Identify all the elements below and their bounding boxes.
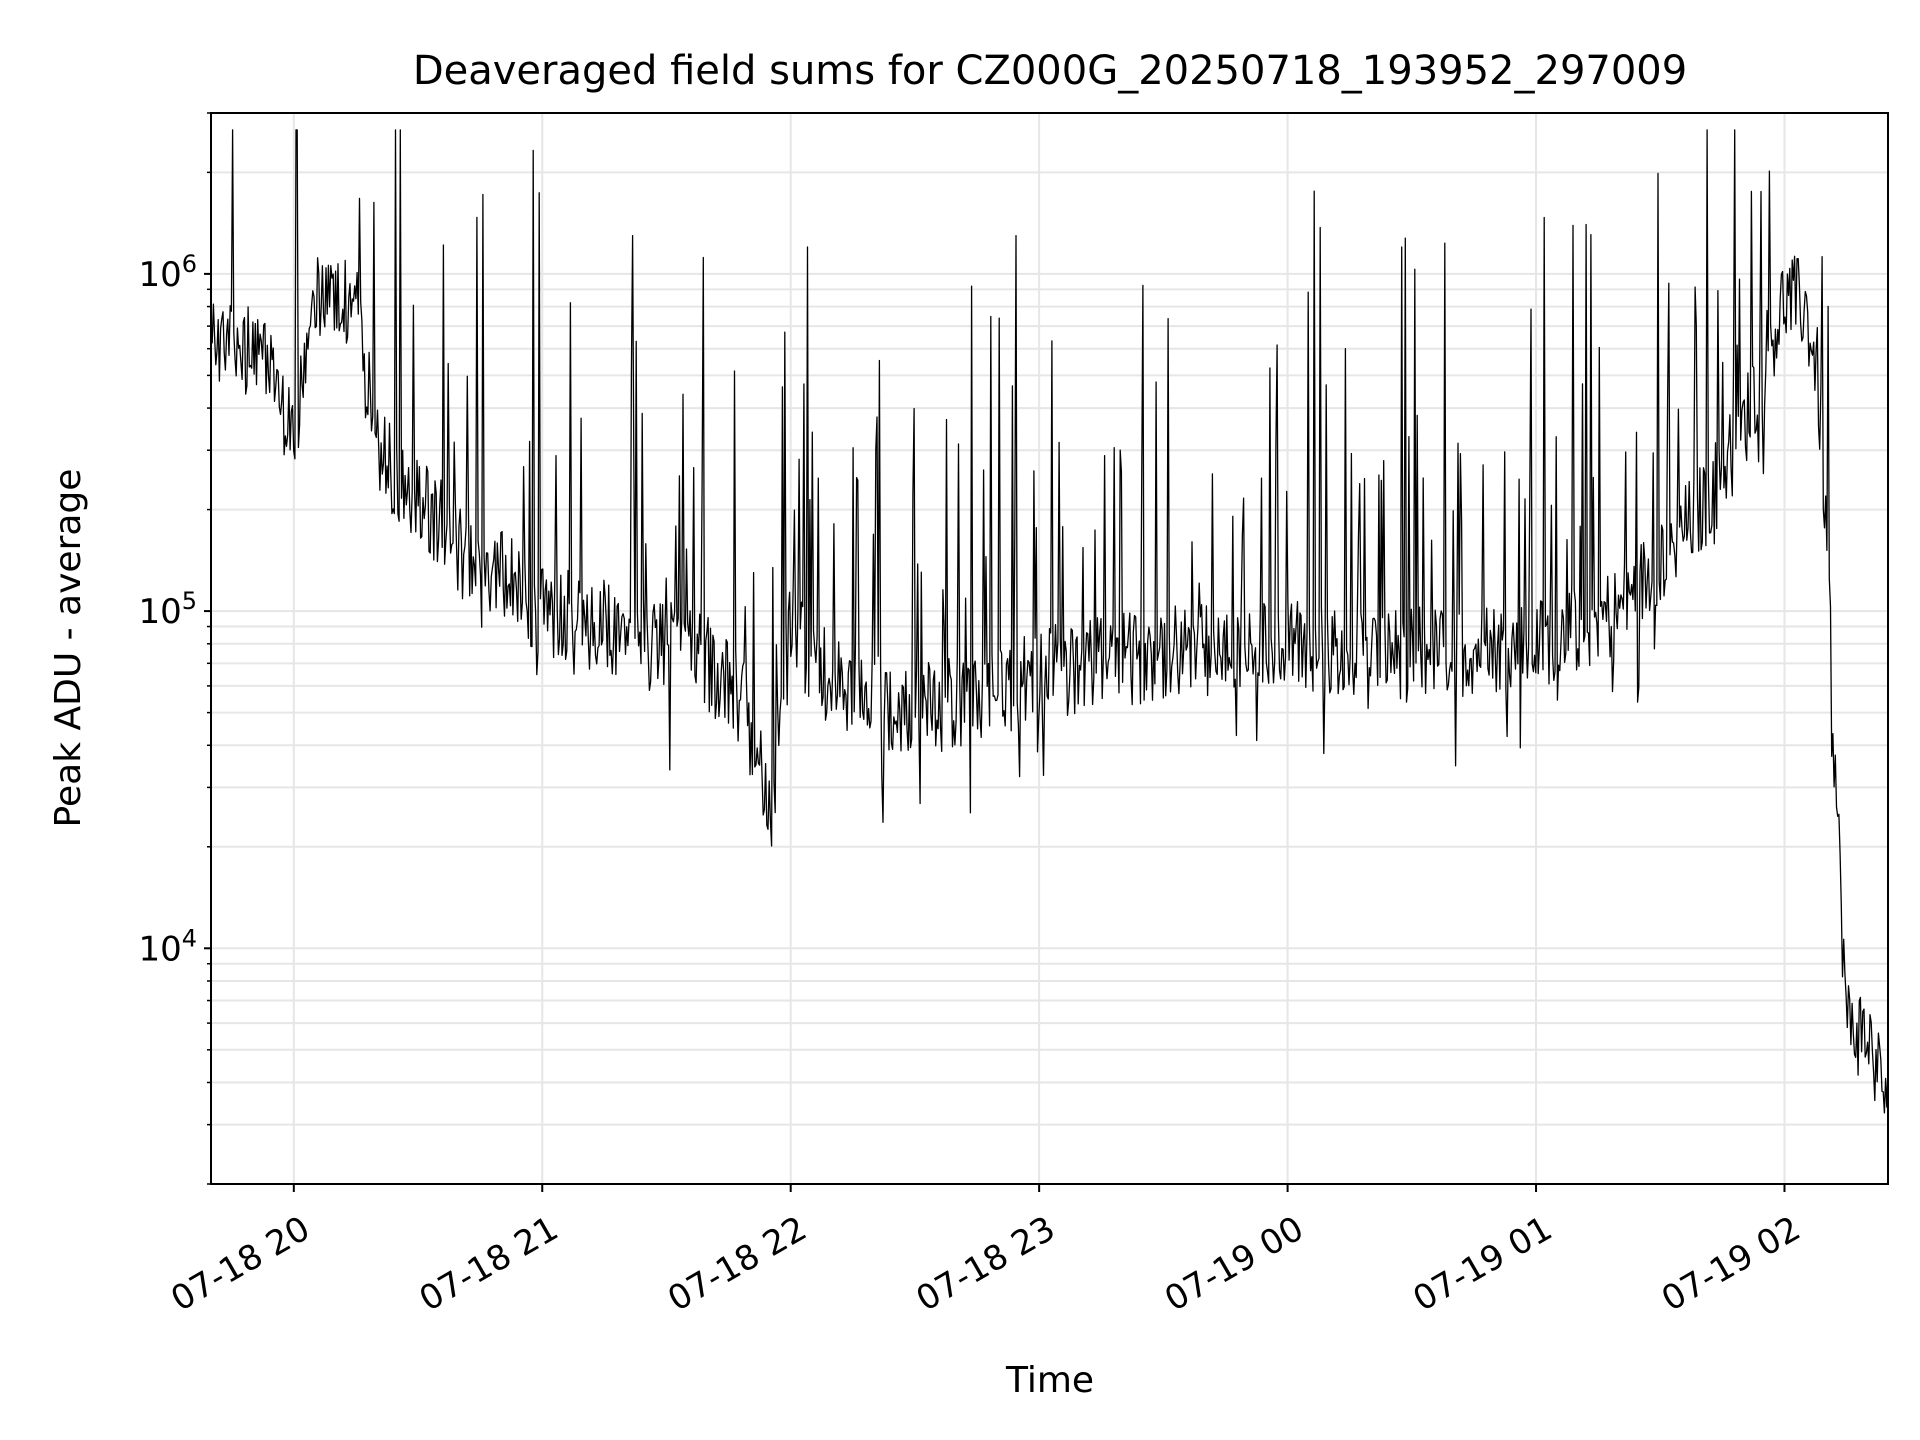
grid-lines xyxy=(211,112,1888,1185)
chart-title: Deaveraged field sums for CZ000G_2025071… xyxy=(413,48,1687,94)
tick-marks xyxy=(204,112,1786,1192)
y-tick-label: 105 xyxy=(138,587,197,632)
plot-frame xyxy=(210,112,1889,1185)
x-axis-label: Time xyxy=(1005,1360,1094,1401)
series-line xyxy=(210,129,1889,1114)
series-layer xyxy=(210,129,1889,1114)
y-tick-label: 106 xyxy=(138,250,197,295)
y-axis-label: Peak ADU - average xyxy=(48,469,89,828)
y-tick-label: 104 xyxy=(138,924,197,969)
